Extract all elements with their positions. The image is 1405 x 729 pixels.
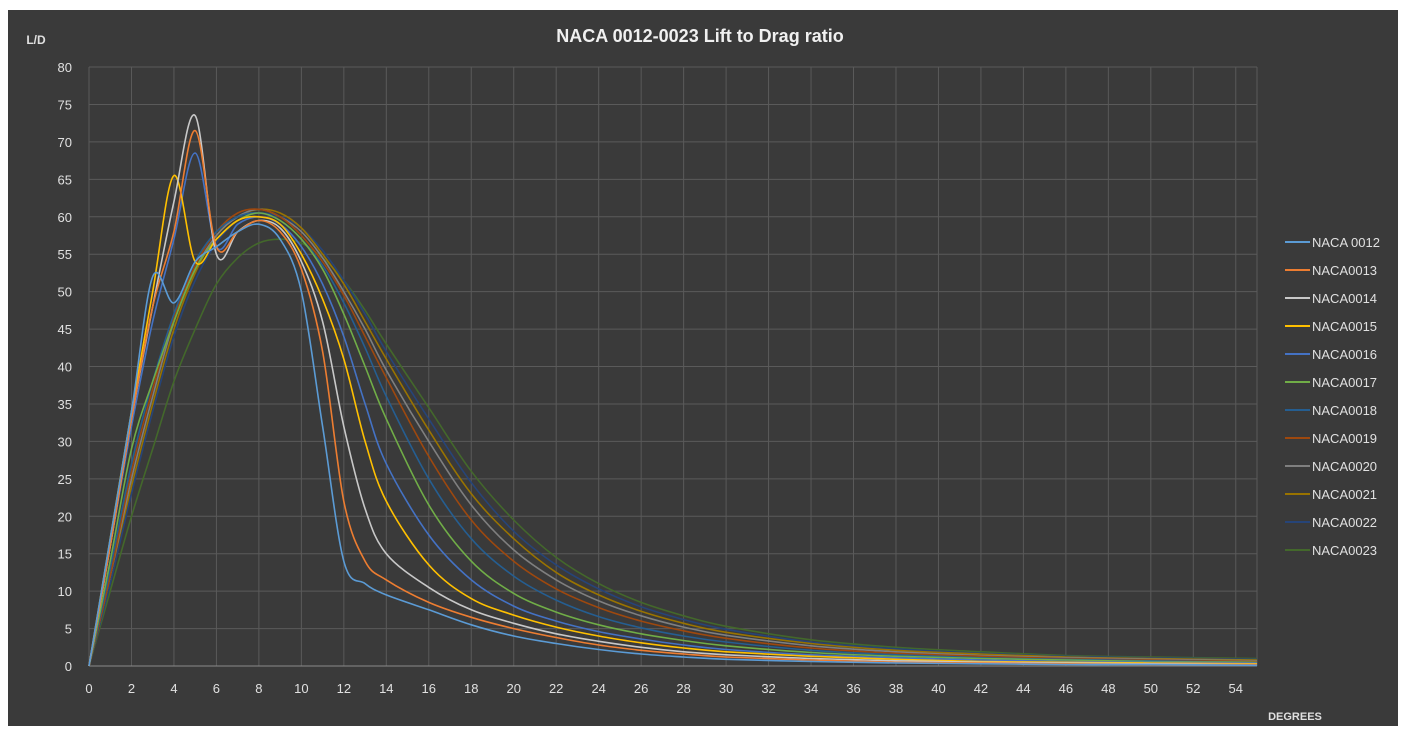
- x-tick-label: 40: [931, 681, 945, 696]
- x-tick-label: 22: [549, 681, 563, 696]
- x-tick-label: 52: [1186, 681, 1200, 696]
- y-tick-label: 20: [58, 509, 72, 524]
- x-tick-label: 4: [170, 681, 177, 696]
- y-tick-label: 70: [58, 135, 72, 150]
- series-lines: [88, 114, 1258, 667]
- legend-label: NACA0013: [1312, 263, 1377, 278]
- x-tick-label: 38: [889, 681, 903, 696]
- series-line-naca0012: [88, 223, 1258, 667]
- y-tick-label: 65: [58, 172, 72, 187]
- legend-item: NACA0022: [1285, 515, 1377, 530]
- y-tick-label: 60: [58, 210, 72, 225]
- legend-label: NACA0022: [1312, 515, 1377, 530]
- x-tick-label: 0: [85, 681, 92, 696]
- x-tick-label: 26: [634, 681, 648, 696]
- y-axis-label: L/D: [26, 33, 46, 47]
- x-tick-label: 6: [213, 681, 220, 696]
- x-tick-label: 32: [761, 681, 775, 696]
- x-tick-label: 50: [1144, 681, 1158, 696]
- chart-background: [8, 10, 1398, 726]
- y-tick-label: 45: [58, 322, 72, 337]
- legend-label: NACA0015: [1312, 319, 1377, 334]
- series-line-naca0013: [88, 129, 1258, 667]
- x-axis-label: DEGREES: [1268, 711, 1322, 723]
- y-tick-label: 75: [58, 97, 72, 112]
- x-tick-label: 2: [128, 681, 135, 696]
- x-tick-label: 54: [1229, 681, 1243, 696]
- legend-item: NACA0016: [1285, 347, 1377, 362]
- y-tick-label: 25: [58, 472, 72, 487]
- x-tick-label: 36: [846, 681, 860, 696]
- y-tick-label: 15: [58, 547, 72, 562]
- y-tick-label: 10: [58, 584, 72, 599]
- x-tick-label: 10: [294, 681, 308, 696]
- legend-label: NACA0019: [1312, 431, 1377, 446]
- series-line-naca0016: [88, 152, 1258, 667]
- series-line-naca0015: [88, 174, 1258, 667]
- legend: NACA 0012 NACA0013 NACA0014 NACA0015 NACA001…: [1285, 235, 1380, 558]
- y-tick-label: 30: [58, 434, 72, 449]
- legend-item: NACA0018: [1285, 403, 1377, 418]
- legend-item: NACA0020: [1285, 459, 1377, 474]
- y-tick-label: 35: [58, 397, 72, 412]
- series-line-naca0023: [88, 238, 1258, 667]
- legend-item: NACA0013: [1285, 263, 1377, 278]
- series-line-naca0017: [88, 212, 1258, 667]
- series-line-naca0019: [88, 208, 1258, 667]
- x-tick-label: 28: [676, 681, 690, 696]
- y-tick-label: 50: [58, 285, 72, 300]
- legend-item: NACA0023: [1285, 543, 1377, 558]
- legend-label: NACA0021: [1312, 487, 1377, 502]
- gridlines: [88, 66, 1258, 667]
- chart-title: NACA 0012-0023 Lift to Drag ratio: [556, 26, 843, 46]
- y-tick-label: 5: [65, 622, 72, 637]
- x-tick-label: 44: [1016, 681, 1030, 696]
- legend-label: NACA0018: [1312, 403, 1377, 418]
- x-tick-label: 46: [1059, 681, 1073, 696]
- series-line-naca0014: [88, 114, 1258, 667]
- series-line-naca0018: [88, 212, 1258, 667]
- x-tick-label: 20: [506, 681, 520, 696]
- x-tick-label: 42: [974, 681, 988, 696]
- legend-label: NACA0023: [1312, 543, 1377, 558]
- x-tick-label: 24: [591, 681, 605, 696]
- legend-label: NACA0016: [1312, 347, 1377, 362]
- legend-label: NACA0020: [1312, 459, 1377, 474]
- series-line-naca0021: [88, 208, 1258, 667]
- y-tick-label: 55: [58, 247, 72, 262]
- legend-item: NACA0021: [1285, 487, 1377, 502]
- x-tick-label: 12: [337, 681, 351, 696]
- x-tick-label: 8: [255, 681, 262, 696]
- legend-label: NACA0017: [1312, 375, 1377, 390]
- legend-item: NACA0014: [1285, 291, 1377, 306]
- x-tick-label: 30: [719, 681, 733, 696]
- y-tick-label: 40: [58, 360, 72, 375]
- series-line-naca0022: [88, 212, 1258, 667]
- legend-label: NACA0014: [1312, 291, 1377, 306]
- legend-item: NACA 0012: [1285, 235, 1380, 250]
- y-tick-labels: 0 5 10 15 20 25 30 35 40 45 50 55 60 65 70 75 80: [58, 60, 72, 674]
- x-tick-label: 14: [379, 681, 393, 696]
- x-tick-label: 16: [422, 681, 436, 696]
- x-tick-labels: 0 2 4 6 8 10 12 14 16 18 20 22 24 26 28 30 32 34 36 38 40 42 4…: [85, 681, 1243, 696]
- x-tick-label: 48: [1101, 681, 1115, 696]
- y-tick-label: 0: [65, 659, 72, 674]
- legend-item: NACA0015: [1285, 319, 1377, 334]
- x-tick-label: 18: [464, 681, 478, 696]
- legend-label: NACA 0012: [1312, 235, 1380, 250]
- legend-item: NACA0017: [1285, 375, 1377, 390]
- legend-item: NACA0019: [1285, 431, 1377, 446]
- y-tick-label: 80: [58, 60, 72, 75]
- x-tick-label: 34: [804, 681, 818, 696]
